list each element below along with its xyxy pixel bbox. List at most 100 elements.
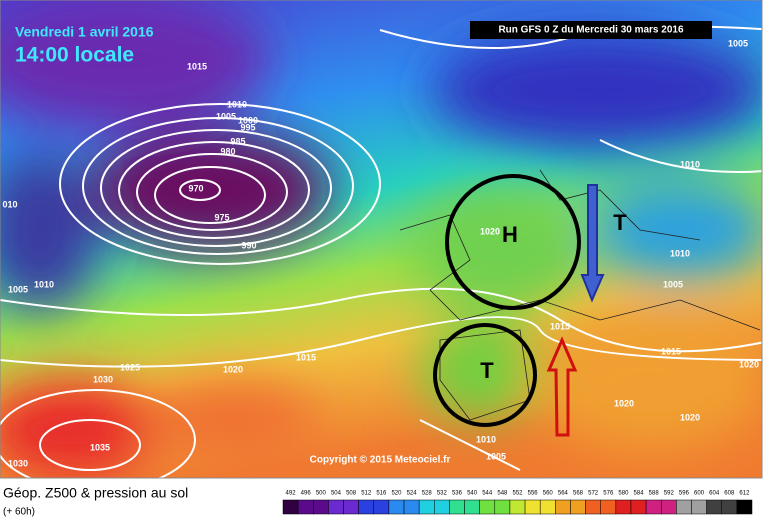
scale-label: 548 [497, 491, 508, 497]
pressure-symbol: T [613, 210, 627, 235]
scale-label: 572 [588, 491, 599, 497]
scale-cell [630, 499, 647, 515]
scale-label: 516 [376, 491, 387, 497]
isobar-label: 010 [2, 199, 17, 209]
scale-cell [388, 499, 405, 515]
scale-label: 508 [346, 491, 357, 497]
isobar-label: 1005 [486, 451, 506, 461]
scale-label: 512 [361, 491, 372, 497]
scale-label: 580 [618, 491, 629, 497]
isobar-label: 1020 [739, 359, 759, 369]
scale-cell [297, 499, 314, 515]
scale-cell [479, 499, 496, 515]
scale-cell [539, 499, 556, 515]
isobar-label: 1015 [296, 352, 316, 362]
isobar-label: 1020 [614, 398, 634, 408]
scale-label: 552 [512, 491, 523, 497]
scale-label: 608 [724, 491, 735, 497]
scale-label: 528 [422, 491, 433, 497]
scale-cell [691, 499, 707, 515]
scale-cell [434, 499, 450, 515]
scale-label: 596 [679, 491, 690, 497]
time: 14:00 locale [15, 44, 134, 67]
scale-label: 504 [331, 491, 342, 497]
footer-lead: (+ 60h) [3, 507, 35, 518]
isobar-label: 1005 [216, 111, 236, 121]
scale-cell [585, 499, 601, 515]
scale-label: 500 [316, 491, 327, 497]
isobar-label: 1010 [680, 159, 700, 169]
run-info: Run GFS 0 Z du Mercredi 30 mars 2016 [498, 25, 684, 36]
scale-label: 532 [437, 491, 448, 497]
scale-cell [358, 499, 375, 515]
scale-label: 612 [739, 491, 750, 497]
isobar-label: 1010 [670, 248, 690, 258]
isobar-label: 1020 [480, 226, 500, 236]
isobar-label: 1030 [93, 374, 113, 384]
scale-label: 576 [603, 491, 614, 497]
copyright: Copyright © 2015 Meteociel.fr [310, 455, 451, 466]
isobar-label: 1020 [680, 412, 700, 422]
isobar-label: 1010 [227, 99, 247, 109]
scale-cell [418, 499, 435, 515]
pressure-symbol: T [480, 358, 494, 383]
scale-cell [282, 499, 299, 515]
scale-cell [600, 499, 617, 515]
scale-label: 536 [452, 491, 463, 497]
isobar-label: 1005 [8, 284, 28, 294]
scale-label: 564 [558, 491, 569, 497]
isobar-label: 1015 [550, 321, 570, 331]
scale-cell [660, 499, 677, 515]
isobar-label: 1035 [90, 442, 110, 452]
scale-cell [736, 499, 753, 515]
isobar-label: 995 [240, 122, 255, 132]
scale-cell [721, 499, 738, 515]
scale-cell [676, 499, 692, 515]
isobar-label: 990 [241, 240, 256, 250]
isobar-label: 1005 [663, 279, 683, 289]
scale-label: 600 [694, 491, 705, 497]
scale-label: 592 [664, 491, 675, 497]
scale-label: 540 [467, 491, 478, 497]
isobar-label: 1025 [120, 362, 140, 372]
isobar-label: 1015 [187, 61, 207, 71]
scale-label: 524 [407, 491, 418, 497]
scale-cell [509, 499, 526, 515]
isobar-label: 1015 [661, 346, 681, 356]
scale-label: 588 [649, 491, 660, 497]
scale-cell [494, 499, 511, 515]
scale-cell [328, 499, 344, 515]
scale-cell [645, 499, 662, 515]
scale-cell [373, 499, 390, 515]
scale-cell [449, 499, 465, 515]
scale-cell [403, 499, 420, 515]
isobar-label: 1020 [223, 364, 243, 374]
isobar-label: 1000 [238, 115, 258, 125]
scale-label: 584 [634, 491, 645, 497]
color-scale: 492 496 500 504 508 512 516 520 524 528 532 536 540 5… [282, 491, 753, 515]
scale-label: 568 [573, 491, 584, 497]
scale-label: 496 [301, 491, 312, 497]
scale-cell [555, 499, 571, 515]
scale-cell [615, 499, 632, 515]
scale-label: 556 [528, 491, 539, 497]
scale-cell [706, 499, 722, 515]
isobar-label: 1010 [34, 279, 54, 289]
isobar-label: 985 [230, 136, 245, 146]
isobar-label: 1005 [728, 38, 748, 48]
scale-cell [343, 499, 359, 515]
scale-cell [464, 499, 480, 515]
footer-title: Géop. Z500 & pression au sol [3, 485, 188, 501]
isobar-label: 975 [214, 212, 229, 222]
scale-label: 520 [391, 491, 402, 497]
isobar-label: 970 [188, 183, 203, 193]
date: Vendredi 1 avril 2016 [15, 24, 154, 40]
isobar-label: 980 [220, 146, 235, 156]
scale-label: 492 [286, 491, 297, 497]
scale-cell [570, 499, 586, 515]
scale-cell [313, 499, 329, 515]
scale-label: 560 [543, 491, 554, 497]
map: Vendredi 1 avril 2016 14:00 locale Run G… [0, 0, 762, 478]
